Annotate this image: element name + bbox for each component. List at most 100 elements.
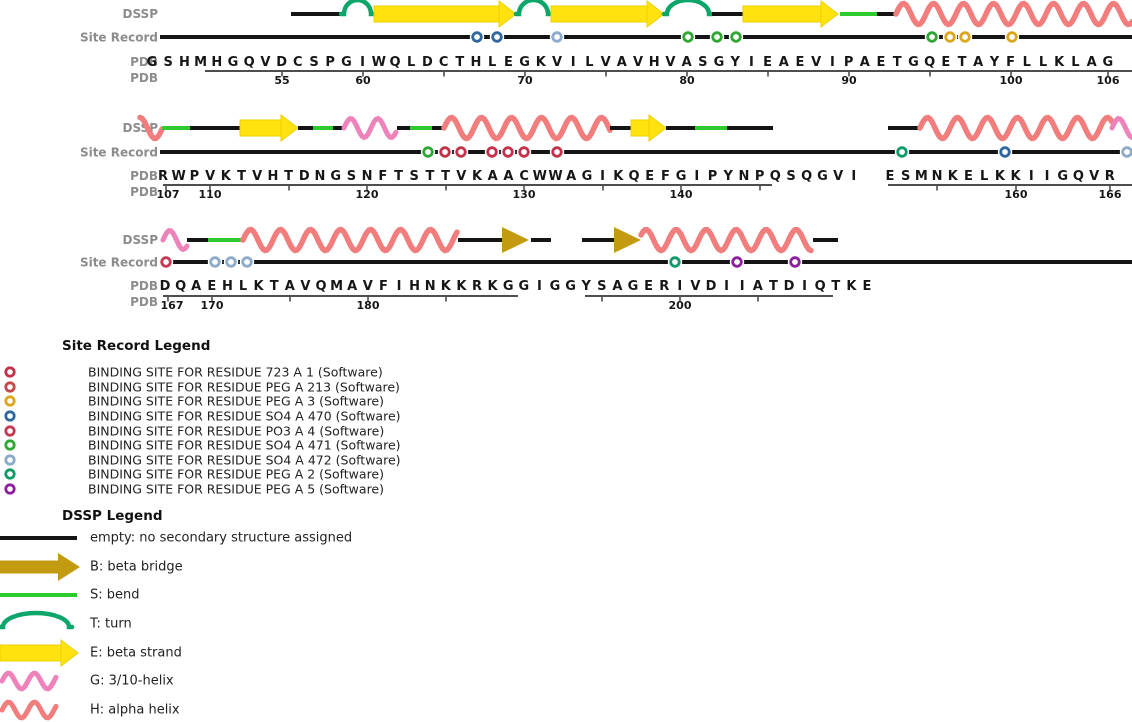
sequence-letter: Y [729,55,740,70]
dssp-legend-item: G: 3/10-helix [0,667,174,696]
site-marker-circle [491,31,503,43]
sequence-letter: T [425,169,434,184]
dssp-310-helix [341,115,399,141]
sequence-letter: P [844,55,854,70]
sequence-letter: W [533,169,547,184]
sequence-letter: G [714,55,725,70]
site-marker-circle [4,454,16,466]
sequence-letter: I [749,55,754,70]
dssp-legend-label: H: alpha helix [90,702,180,718]
sequence-letter: L [980,169,988,184]
site-marker-circle [241,256,253,268]
sequence-letter: I [360,55,365,70]
sequence-letter: E [941,55,950,70]
sequence-letter: A [285,279,295,294]
ruler-number: 110 [199,188,222,201]
sequence-letter: V [363,279,373,294]
sequence-letter: V [633,55,643,70]
dssp-beta-bridge [614,227,641,253]
sequence-letter: A [488,169,498,184]
sequence-letter: H [409,279,420,294]
sequence-letter: G [1057,169,1068,184]
dssp-beta-strand-head [60,638,79,667]
dssp-track [291,0,1132,29]
sequence-letter: K [948,169,959,184]
sequence-letter: S [786,169,795,184]
site-marker-circle [4,439,16,451]
site-legend-title: Site Record Legend [62,338,211,354]
sequence-letter: E [763,55,772,70]
sequence-letter: S [164,55,173,70]
ruler-number: 170 [201,299,224,312]
site-marker-circle [455,146,467,158]
sequence-letter: R [659,279,669,294]
dssp-beta-strand-shaft [373,5,500,23]
sequence-letter: I [1045,169,1050,184]
sequence-letter: E [645,169,654,184]
dssp-beta-strand-shaft [0,644,62,662]
site-marker-circle [4,366,16,378]
sequence-letter: N [425,279,436,294]
dssp-legend-label: G: 3/10-helix [90,673,174,689]
site-marker-circle [486,146,498,158]
site-marker-circle [669,256,681,268]
sequence-letter: M [915,169,928,184]
ruler-number: 140 [670,188,693,201]
sequence-letter: N [315,169,326,184]
pdb-ruler: 107 110 120 130 140 160 166 [157,184,1132,201]
sequence-letter: G [565,279,576,294]
dssp-310-helix [0,670,59,692]
site-marker-icon [4,483,16,495]
sequence-letter: Y [989,55,1000,70]
dssp-legend-label: B: beta bridge [90,559,183,575]
sequence-letter: V [1089,169,1099,184]
sequence-letter: F [378,169,387,184]
site-marker-circle [4,395,16,408]
sequence-letter: G [1102,55,1113,70]
sequence-letter: G [676,169,687,184]
sequence-letter: Q [1073,169,1084,184]
site-marker-circle [471,31,483,43]
ruler-number: 130 [513,188,536,201]
dssp-legend: DSSP Legend empty: no secondary structur… [0,509,352,722]
sequence-letter: P [708,169,718,184]
dssp-310-helix [160,227,190,253]
site-record-track-label: Site Record [80,146,158,160]
site-marker-circle [1121,146,1132,158]
sequence-letter: S [410,169,419,184]
dssp-legend-label: empty: no secondary structure assigned [90,530,353,546]
dssp-beta-strand-head [498,0,517,29]
sequence-letter: N [738,169,749,184]
site-marker-icon [4,439,16,451]
sequence-letter: I [802,279,807,294]
dssp-legend-label: E: beta strand [90,645,182,661]
sequence-letter: C [293,55,303,70]
sequence-letter: C [519,169,529,184]
sequence-letter: V [205,169,215,184]
sequence-letter: I [830,55,835,70]
sequence-letter: A [612,279,622,294]
sequence-letter: S [309,55,318,70]
sequence-letter: D [299,169,310,184]
site-marker-circle [551,146,563,158]
sequence-letter: E [964,169,973,184]
site-legend-label: BINDING SITE FOR RESIDUE SO4 A 471 (Soft… [88,437,401,453]
ruler-number: 70 [517,74,533,87]
site-marker-circle [225,256,237,268]
sequence-letter: G [518,279,529,294]
dssp-helix-glyph-icon [0,699,59,721]
dssp-310-helix [1109,115,1132,140]
dssp-beta-bridge-shaft [0,560,58,574]
site-marker-circle [944,31,956,43]
pdb-ruler-track-label: PDB [130,185,158,199]
ruler-number: 90 [841,74,857,87]
dssp-track-label: DSSP [122,7,158,21]
site-legend-item: BINDING SITE FOR RESIDUE PEG A 5 (Softwa… [0,482,384,497]
site-legend-item: BINDING SITE FOR RESIDUE SO4 A 470 (Soft… [0,409,401,424]
ruler-number: 100 [1000,74,1023,87]
ruler-number: 167 [161,299,184,312]
sequence-letter: D [784,279,795,294]
